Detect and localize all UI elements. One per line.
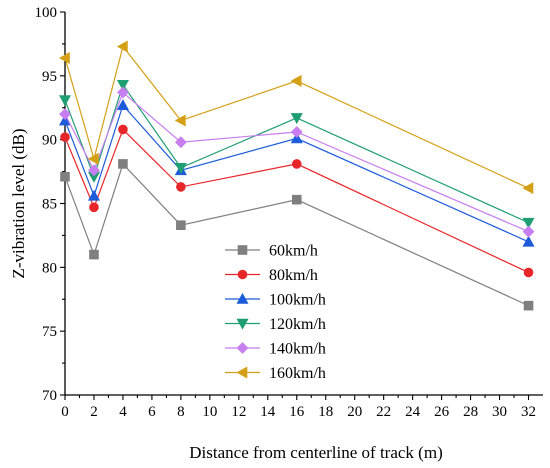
legend-label: 160km/h [269, 365, 326, 382]
x-tick-label: 22 [376, 404, 391, 420]
x-tick-label: 32 [521, 404, 536, 420]
y-tick-label: 95 [42, 69, 57, 85]
legend-item: 160km/h [225, 365, 326, 382]
series-80km/h [60, 124, 534, 278]
legend-item: 140km/h [225, 341, 326, 358]
legend-item: 60km/h [225, 243, 318, 260]
x-tick-label: 14 [260, 404, 276, 420]
series-line [64, 104, 529, 243]
data-point [522, 235, 535, 247]
legend-item: 100km/h [225, 292, 326, 309]
data-point [88, 164, 100, 177]
x-tick-label: 30 [492, 404, 507, 420]
legend-marker [237, 245, 248, 255]
x-tick-label: 16 [289, 404, 305, 420]
data-point [58, 51, 70, 64]
y-tick-label: 75 [42, 324, 57, 340]
data-point [176, 220, 186, 231]
data-point [87, 152, 99, 165]
x-tick-label: 6 [148, 404, 156, 420]
x-tick-label: 20 [347, 404, 362, 420]
legend-marker [236, 342, 249, 354]
x-axis-title: Distance from centerline of track (m) [189, 443, 442, 462]
y-axis-title: Z-vibration level (dB) [9, 128, 28, 278]
legend-label: 80km/h [269, 267, 318, 284]
data-point [523, 300, 534, 311]
series-160km/h [58, 40, 534, 195]
data-point [290, 74, 302, 87]
data-point [522, 225, 535, 238]
x-tick-label: 24 [405, 404, 421, 420]
x-tick-label: 28 [463, 404, 478, 420]
data-point [174, 114, 186, 127]
y-tick-label: 100 [35, 5, 58, 21]
data-point [291, 159, 302, 169]
data-point [522, 182, 534, 195]
legend-item: 80km/h [225, 267, 318, 284]
data-point [523, 267, 534, 278]
series-line [64, 91, 529, 233]
data-point [89, 202, 99, 213]
series-line [64, 128, 529, 273]
legend-label: 60km/h [269, 243, 318, 260]
x-tick-label: 2 [90, 404, 98, 420]
legend-marker [236, 366, 248, 379]
x-tick-label: 12 [231, 404, 246, 420]
series-60km/h [60, 159, 534, 311]
data-point [59, 108, 71, 121]
legend-marker [236, 292, 249, 304]
data-point [118, 124, 128, 135]
series-line [64, 45, 529, 189]
data-point [174, 136, 187, 149]
data-point [58, 95, 72, 107]
legend-label: 120km/h [269, 316, 326, 333]
x-tick-label: 18 [318, 404, 333, 420]
legend-label: 100km/h [269, 292, 326, 309]
legend-label: 140km/h [269, 341, 326, 358]
x-tick-label: 8 [177, 404, 185, 420]
data-point [89, 249, 99, 260]
data-point [118, 159, 128, 169]
series-120km/h [58, 79, 535, 229]
legend-marker [236, 318, 249, 330]
data-point [117, 86, 129, 99]
data-point [60, 171, 70, 182]
legend-item: 120km/h [225, 316, 326, 333]
series-line [64, 83, 529, 224]
y-tick-label: 85 [42, 197, 57, 213]
y-tick-label: 80 [42, 260, 57, 276]
data-point [290, 113, 303, 125]
y-tick-label: 70 [42, 388, 57, 404]
x-tick-label: 10 [202, 404, 217, 420]
data-point [116, 40, 128, 53]
x-tick-label: 4 [119, 404, 127, 420]
data-point [290, 126, 303, 138]
data-point [116, 79, 129, 91]
series-line [64, 162, 529, 307]
legend: 60km/h 80km/h 100km/h 120km/h 140km/h 160km/h [225, 243, 326, 382]
series-140km/h [59, 86, 535, 238]
data-point [60, 132, 70, 142]
y-tick-label: 90 [42, 133, 57, 149]
legend-marker [237, 269, 248, 280]
data-point [116, 99, 129, 110]
data-point [174, 162, 187, 174]
data-point [522, 217, 535, 229]
data-point [291, 194, 302, 205]
series-layer [58, 40, 535, 311]
data-point [176, 182, 186, 192]
data-point [87, 189, 100, 201]
x-tick-label: 0 [61, 404, 69, 420]
x-tick-label: 26 [434, 404, 450, 420]
